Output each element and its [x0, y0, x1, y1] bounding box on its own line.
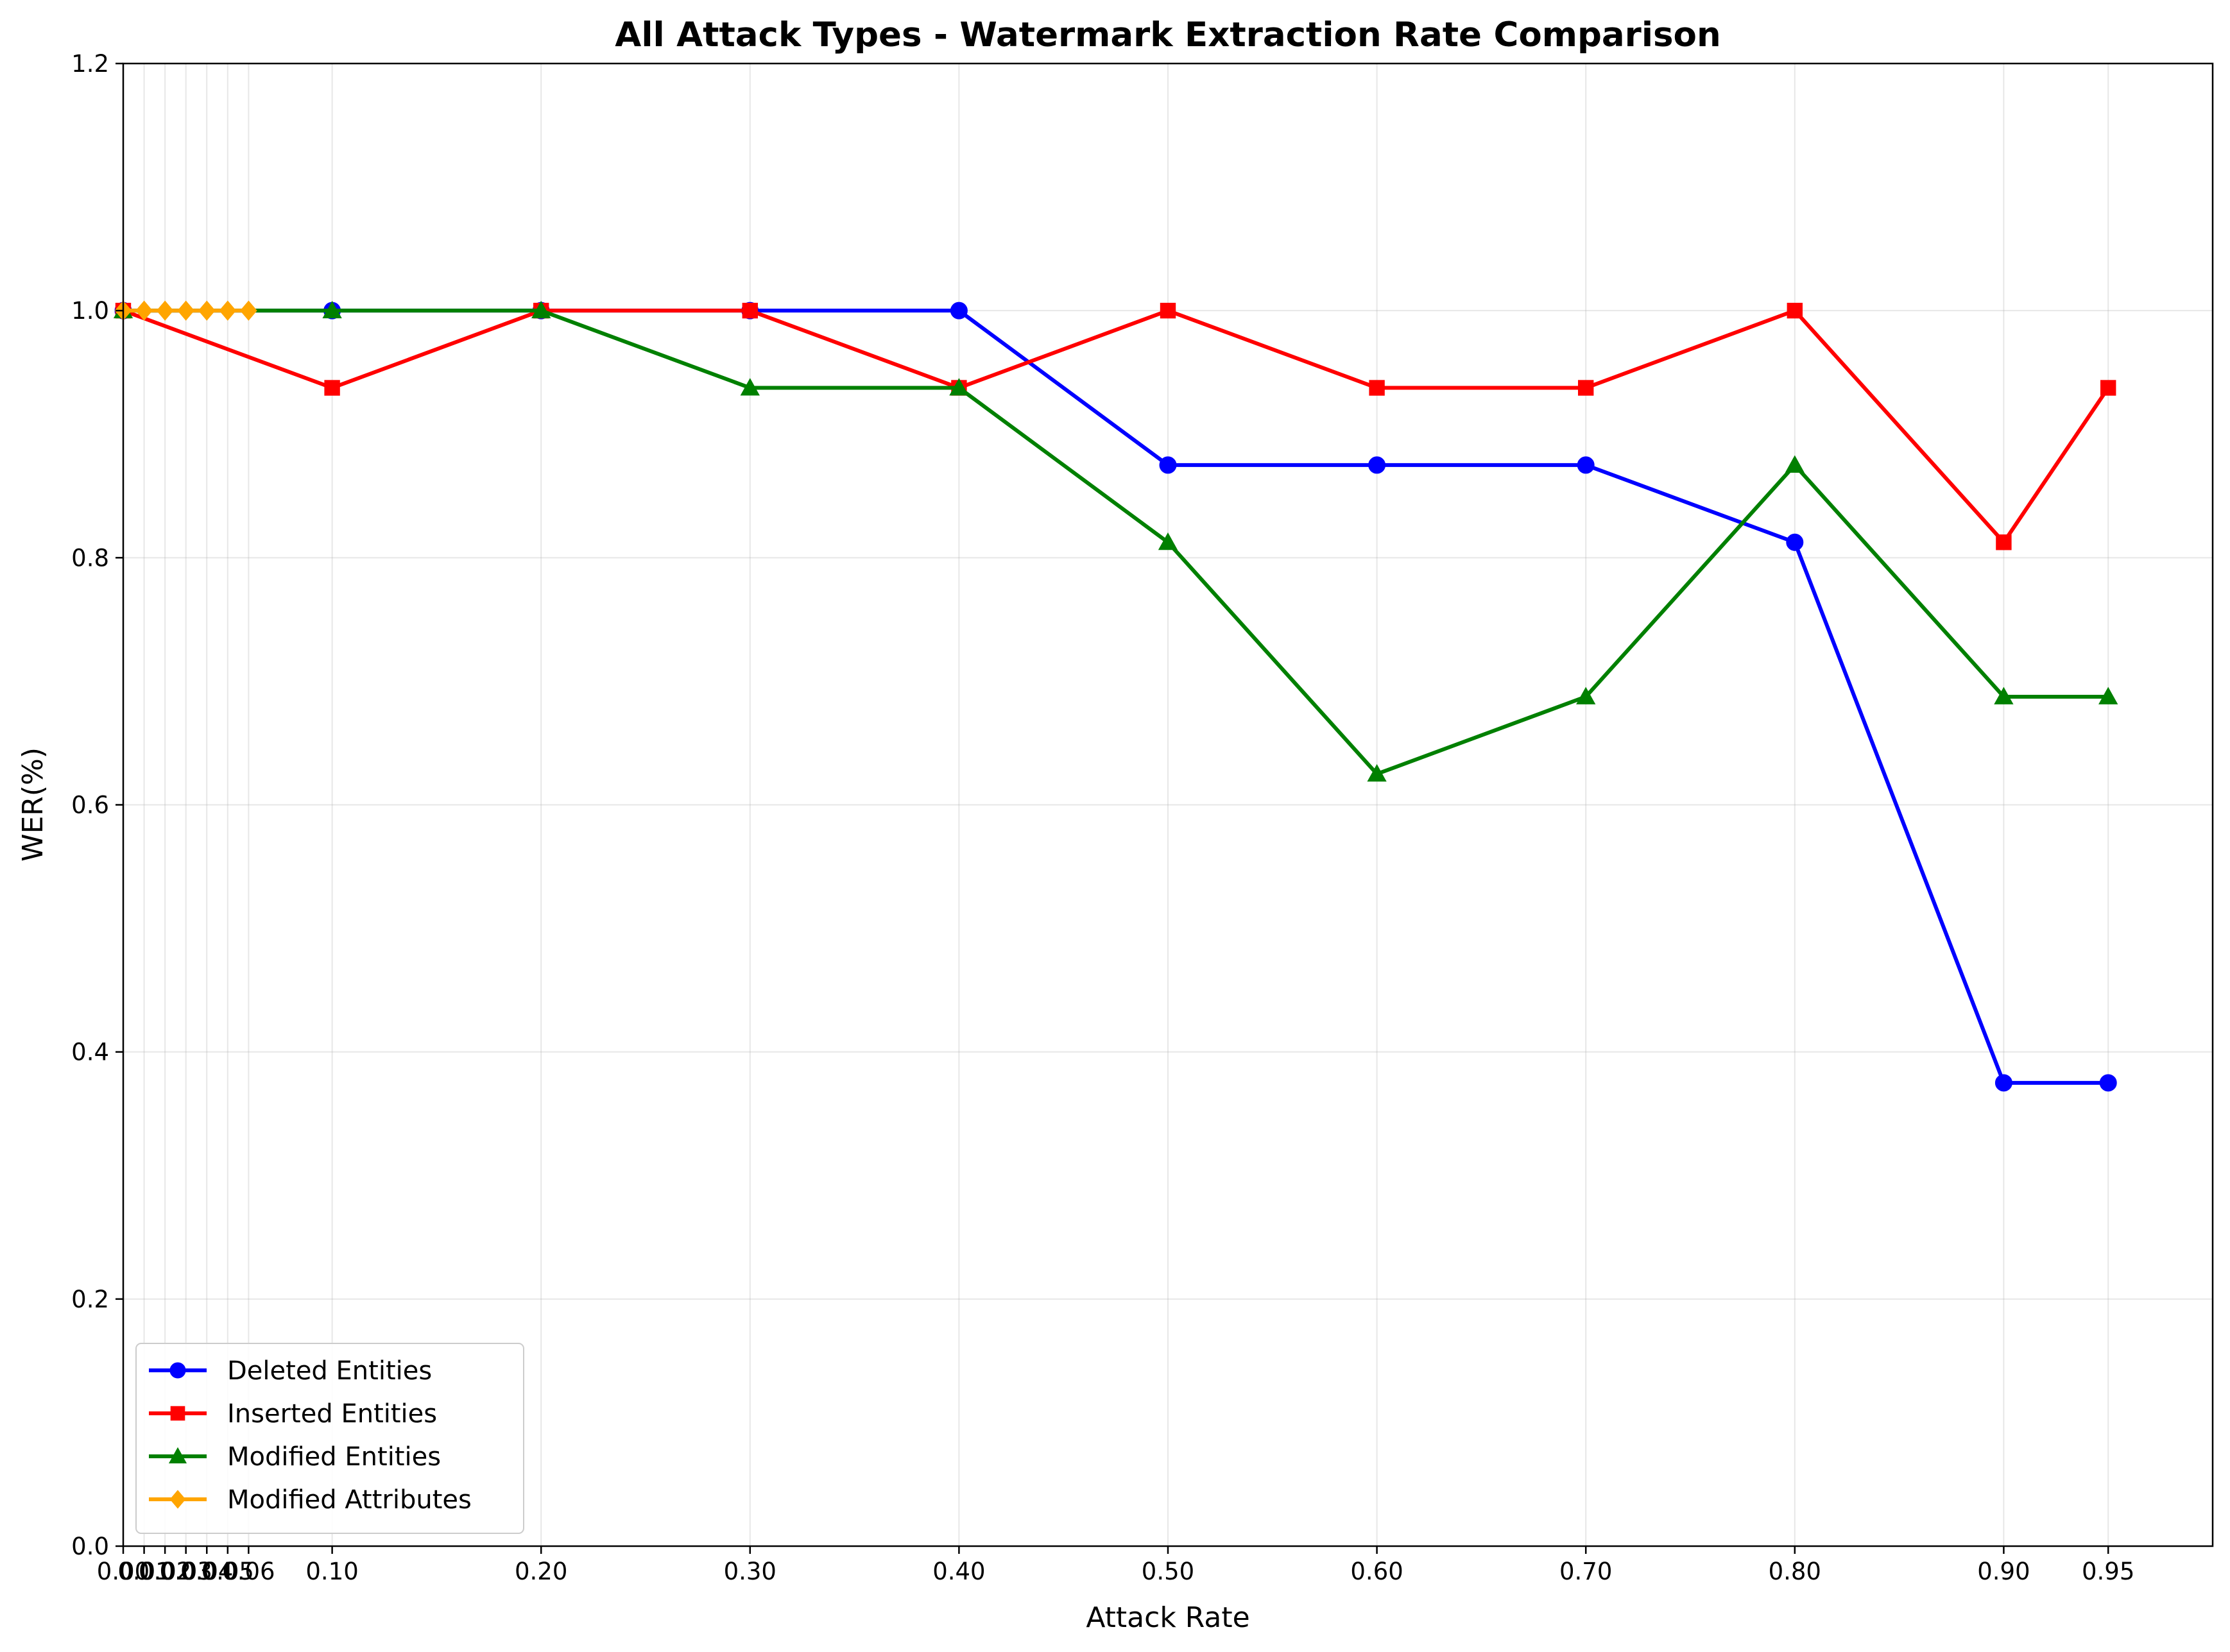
legend-label: Modified Entities [227, 1442, 441, 1472]
data-point [198, 300, 216, 321]
data-point [1368, 456, 1386, 474]
x-tick-label: 0.00 [97, 1558, 150, 1585]
data-point [322, 300, 342, 319]
legend-marker [170, 1406, 185, 1421]
x-tick-label: 0.01 [117, 1558, 170, 1585]
x-tick-label: 0.30 [724, 1558, 776, 1585]
legend-marker [169, 1362, 186, 1379]
y-tick-label: 1.0 [71, 297, 109, 325]
x-tick-label: 0.04 [180, 1558, 233, 1585]
legend-entry: Modified Attributes [149, 1485, 472, 1515]
y-tick-label: 0.8 [71, 544, 109, 572]
data-point [1576, 686, 1596, 704]
x-tick-label: 0.02 [139, 1558, 191, 1585]
legend-entry: Deleted Entities [149, 1356, 432, 1386]
x-tick-label: 0.03 [159, 1558, 212, 1585]
data-point [1996, 534, 2012, 550]
x-tick-label: 0.05 [202, 1558, 254, 1585]
y-tick-label: 0.6 [71, 792, 109, 819]
legend-box [135, 1343, 524, 1534]
ticks: 0.000.010.020.030.040.050.06 0.10 0.20 0.30… [71, 50, 2134, 1585]
data-point [1787, 302, 1803, 319]
data-point [531, 300, 551, 319]
data-point [949, 378, 969, 396]
series-modified-entities [113, 300, 2118, 782]
legend-entry: Modified Entities [149, 1442, 441, 1472]
data-point [1159, 456, 1177, 474]
data-point [1994, 1074, 2012, 1092]
legend-label: Inserted Entities [227, 1399, 437, 1429]
data-point [1994, 686, 2014, 704]
legend: Deleted Entities Inserted Entities Modifie… [135, 1343, 524, 1534]
x-tick-label: 0.95 [2082, 1558, 2134, 1585]
data-point [177, 300, 195, 321]
x-tick-label: 0.40 [932, 1558, 985, 1585]
data-point [742, 302, 758, 319]
data-point [156, 300, 174, 321]
data-point [219, 300, 237, 321]
legend-marker [168, 1447, 187, 1464]
x-tick-label: 0.80 [1769, 1558, 1821, 1585]
y-axis-label: WER(%) [17, 747, 49, 862]
x-tick-label: 0.10 [305, 1558, 358, 1585]
data-point [950, 302, 968, 319]
data-point [135, 300, 153, 321]
x-tick-label: 0.06 [222, 1558, 275, 1585]
data-point [1578, 380, 1594, 396]
data-point [2099, 1074, 2117, 1092]
data-point [239, 300, 257, 321]
y-tick-label: 0.2 [71, 1286, 109, 1313]
data-point [740, 378, 760, 396]
data-point [1577, 456, 1595, 474]
x-axis-label: Attack Rate [1086, 1601, 1249, 1634]
data-point [2100, 380, 2116, 396]
legend-label: Modified Attributes [227, 1485, 472, 1515]
x-tick-label: 0.20 [515, 1558, 567, 1585]
x-tick-label: 0.50 [1142, 1558, 1194, 1585]
data-point [2098, 686, 2118, 704]
data-point [1369, 380, 1385, 396]
data-point [1158, 532, 1178, 550]
y-tick-label: 0.4 [71, 1039, 109, 1066]
chart-title: All Attack Types - Watermark Extraction … [615, 15, 1720, 55]
y-tick-label: 1.2 [71, 50, 109, 78]
data-point [1786, 533, 1804, 551]
x-tick-label: 0.70 [1559, 1558, 1612, 1585]
y-tick-label: 0.0 [71, 1533, 109, 1560]
x-tick-label: 0.90 [1977, 1558, 2030, 1585]
data-point [324, 380, 340, 396]
legend-marker [169, 1490, 186, 1509]
legend-entry: Inserted Entities [149, 1399, 437, 1429]
data-point [1785, 455, 1805, 473]
x-tick-label: 0.60 [1350, 1558, 1403, 1585]
data-point [1367, 764, 1387, 782]
data-point [1160, 302, 1176, 319]
legend-label: Deleted Entities [227, 1356, 432, 1386]
